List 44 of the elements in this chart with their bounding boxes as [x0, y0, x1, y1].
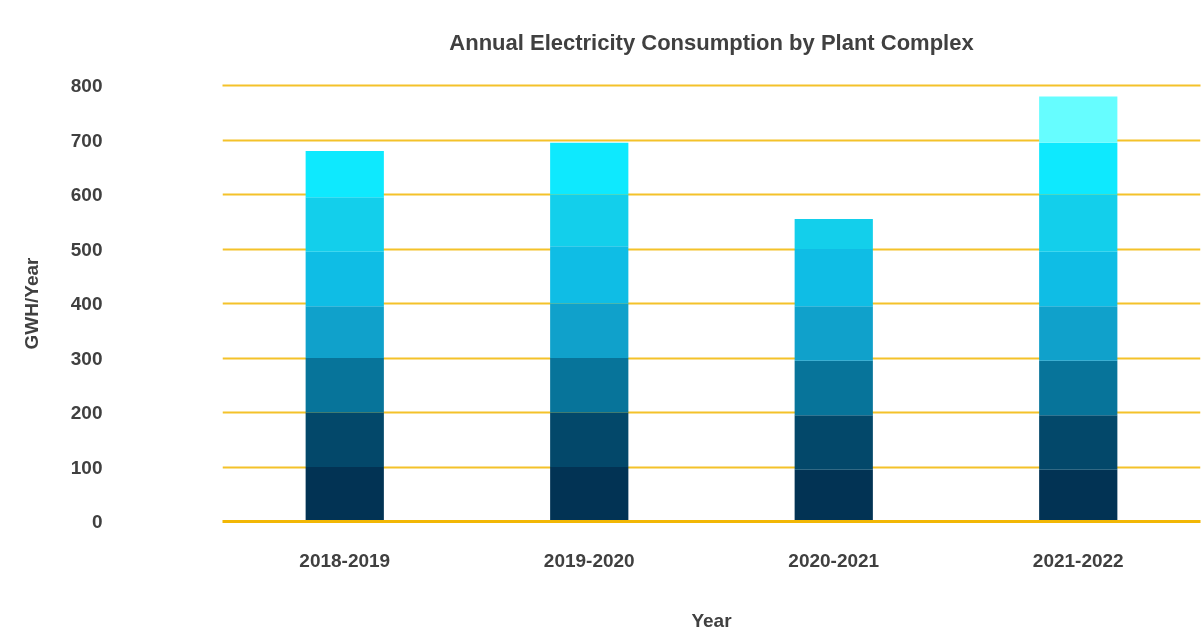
bar [550, 142, 629, 195]
bar [550, 246, 629, 304]
bar [794, 415, 873, 470]
y-tick-label: 700 [70, 129, 103, 151]
bar [305, 412, 384, 467]
bar [1039, 142, 1118, 195]
y-tick-label: 800 [70, 75, 103, 96]
y-tick-label: 500 [70, 238, 103, 260]
bar [794, 360, 873, 416]
bar [550, 303, 629, 358]
y-tick-label: 200 [70, 402, 103, 423]
bar [794, 249, 873, 307]
x-axis-title: Year [691, 609, 733, 631]
bar [305, 467, 384, 522]
bar [1039, 306, 1118, 361]
y-tick-label: 600 [70, 184, 103, 205]
y-tick-label: 400 [70, 293, 103, 314]
x-tick-label: 2018-2019 [299, 549, 391, 571]
bar [550, 467, 629, 522]
bar [305, 150, 384, 198]
y-tick-label: 100 [70, 456, 103, 478]
bar [794, 306, 873, 361]
bar [305, 251, 384, 307]
bar [305, 306, 384, 358]
x-tick-label: 2020-2021 [788, 549, 880, 571]
bar [1039, 469, 1118, 522]
bar [794, 469, 873, 522]
y-axis-title: GWH/Year [20, 256, 42, 350]
bar [550, 194, 629, 247]
y-tick-label: 300 [70, 347, 103, 369]
bar [1039, 360, 1118, 416]
bar [794, 219, 873, 249]
y-tick-label: 0 [91, 511, 103, 532]
bar [305, 358, 384, 413]
bar [550, 358, 629, 413]
x-tick-label: 2021-2022 [1032, 549, 1124, 571]
bar [550, 412, 629, 467]
bar [1039, 194, 1118, 252]
chart-title: Annual Electricity Consumption by Plant Complex [449, 29, 975, 55]
bar [1039, 96, 1118, 143]
bar [1039, 415, 1118, 470]
bar [1039, 251, 1118, 307]
bar [305, 197, 384, 252]
x-tick-label: 2019-2020 [543, 549, 635, 571]
